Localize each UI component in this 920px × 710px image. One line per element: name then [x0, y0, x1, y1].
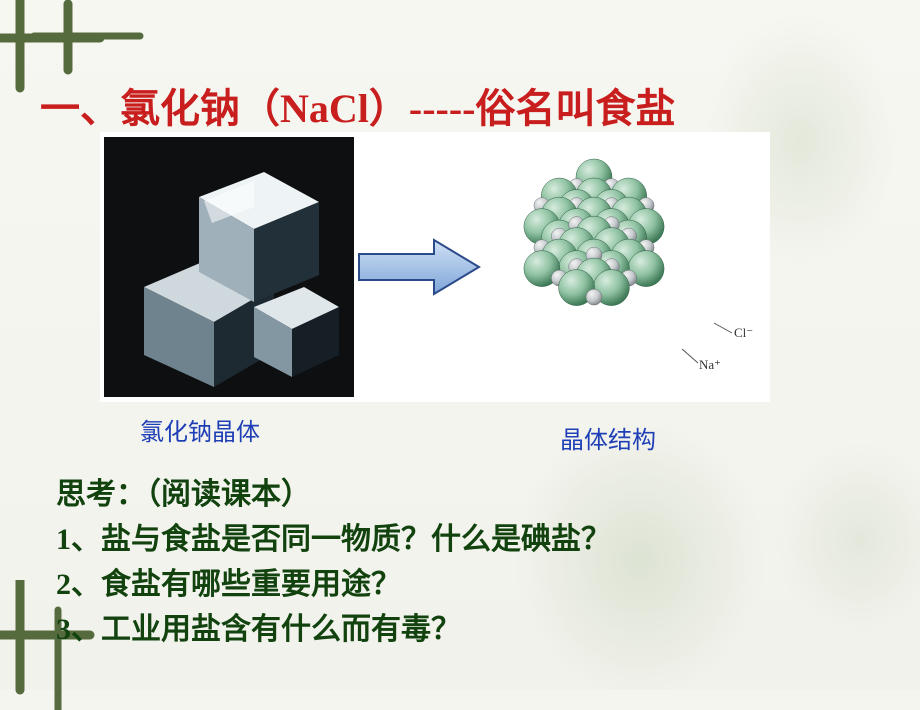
caption-crystal: 氯化钠晶体: [140, 412, 260, 447]
question-1: 1、盐与食盐是否同一物质？什么是碘盐？: [56, 517, 611, 562]
crystal-photo: [104, 137, 354, 397]
slide-title: 一、氯化钠（NaCl）-----俗名叫食盐: [40, 76, 676, 134]
caption-model: 晶体结构: [560, 420, 656, 455]
crystal-model: Cl⁻ Na⁺: [484, 137, 770, 397]
question-2: 2、食盐有哪些重要用途？: [56, 562, 611, 607]
na-label: Na⁺: [699, 357, 721, 372]
cl-label: Cl⁻: [734, 325, 753, 340]
arrow-icon: [354, 232, 484, 302]
questions-block: 思考：（阅读课本） 1、盐与食盐是否同一物质？什么是碘盐？ 2、食盐有哪些重要用…: [56, 472, 611, 652]
questions-prompt: 思考：（阅读课本）: [56, 472, 611, 517]
figure-panel: Cl⁻ Na⁺: [100, 132, 770, 402]
question-3: 3、工业用盐含有什么而有毒？: [56, 607, 611, 652]
